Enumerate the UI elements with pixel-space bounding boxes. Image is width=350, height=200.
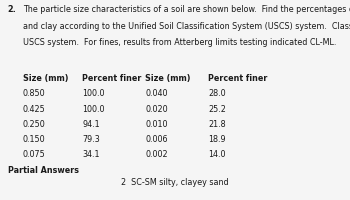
Text: 2  SC-SM silty, clayey sand: 2 SC-SM silty, clayey sand [121, 177, 229, 186]
Text: 79.3: 79.3 [82, 134, 100, 143]
Text: 2.: 2. [8, 5, 16, 14]
Text: 0.020: 0.020 [145, 104, 168, 113]
Text: 25.2: 25.2 [208, 104, 226, 113]
Text: 34.1: 34.1 [82, 149, 100, 158]
Text: 28.0: 28.0 [208, 89, 226, 98]
Text: 18.9: 18.9 [208, 134, 226, 143]
Text: 0.850: 0.850 [23, 89, 46, 98]
Text: 14.0: 14.0 [208, 149, 226, 158]
Text: Percent finer: Percent finer [208, 74, 268, 83]
Text: 21.8: 21.8 [208, 119, 226, 128]
Text: 100.0: 100.0 [82, 104, 105, 113]
Text: 94.1: 94.1 [82, 119, 100, 128]
Text: 0.250: 0.250 [23, 119, 46, 128]
Text: USCS system.  For fines, results from Atterberg limits testing indicated CL-ML.: USCS system. For fines, results from Att… [23, 38, 336, 47]
Text: 0.040: 0.040 [145, 89, 168, 98]
Text: Size (mm): Size (mm) [23, 74, 68, 83]
Text: The particle size characteristics of a soil are shown below.  Find the percentag: The particle size characteristics of a s… [23, 5, 350, 14]
Text: Partial Answers: Partial Answers [8, 165, 79, 174]
Text: and clay according to the Unified Soil Classification System (USCS) system.  Cla: and clay according to the Unified Soil C… [23, 21, 350, 30]
Text: 100.0: 100.0 [82, 89, 105, 98]
Text: 0.002: 0.002 [145, 149, 168, 158]
Text: Percent finer: Percent finer [82, 74, 142, 83]
Text: 0.006: 0.006 [145, 134, 168, 143]
Text: 0.075: 0.075 [23, 149, 46, 158]
Text: 0.150: 0.150 [23, 134, 46, 143]
Text: 0.425: 0.425 [23, 104, 46, 113]
Text: 0.010: 0.010 [145, 119, 168, 128]
Text: Size (mm): Size (mm) [145, 74, 191, 83]
